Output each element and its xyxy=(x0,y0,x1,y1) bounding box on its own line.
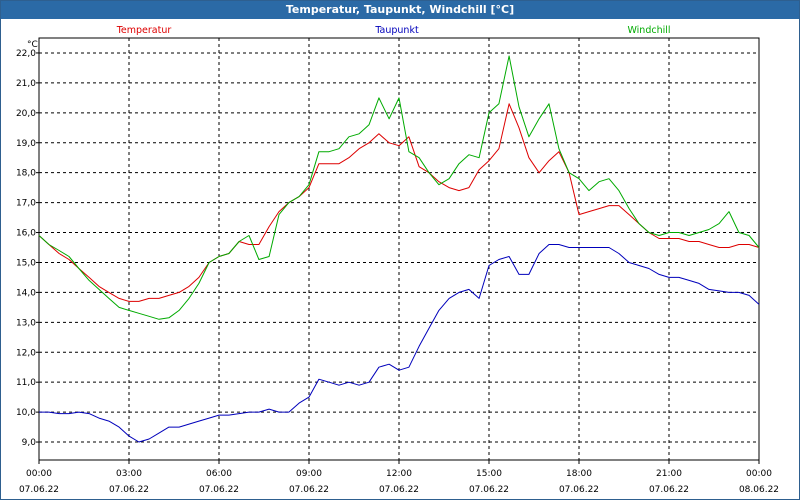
x-tick-time: 06:00 xyxy=(206,469,232,479)
x-tick-date: 07.06.22 xyxy=(649,485,689,495)
x-tick-date: 07.06.22 xyxy=(19,485,59,495)
y-tick-label: 20,0 xyxy=(16,109,36,119)
legend-windchill: Windchill xyxy=(627,25,670,36)
y-tick-label: 9,0 xyxy=(22,438,37,448)
x-tick-time: 12:00 xyxy=(386,469,412,479)
grid xyxy=(39,38,759,460)
y-axis-label: °C xyxy=(27,40,38,50)
y-axis: 9,0 10,0 11,0 12,0 13,0 14,0 15,0 16,0 17,0 18,0 1… xyxy=(16,49,39,448)
x-tick-time: 00:00 xyxy=(26,469,52,479)
y-tick-label: 18,0 xyxy=(16,169,36,179)
x-tick-time: 09:00 xyxy=(296,469,322,479)
x-tick-date: 07.06.22 xyxy=(289,485,329,495)
x-tick-time: 21:00 xyxy=(656,469,682,479)
legend: Temperatur Taupunkt Windchill xyxy=(116,25,671,36)
chart-title: Temperatur, Taupunkt, Windchill [°C] xyxy=(1,1,799,19)
series-lines xyxy=(38,55,760,443)
y-tick-label: 11,0 xyxy=(16,378,36,388)
x-tick-date: 07.06.22 xyxy=(559,485,599,495)
series-line-taupunkt xyxy=(39,244,760,443)
y-tick-label: 15,0 xyxy=(16,258,36,268)
y-tick-label: 22,0 xyxy=(16,49,36,59)
y-tick-label: 21,0 xyxy=(16,79,36,89)
y-tick-label: 16,0 xyxy=(16,229,36,239)
y-tick-label: 12,0 xyxy=(16,348,36,358)
x-tick-time: 00:00 xyxy=(746,469,772,479)
x-tick-date: 07.06.22 xyxy=(109,485,149,495)
y-tick-label: 17,0 xyxy=(16,199,36,209)
x-axis: 00:00 07.06.22 03:00 07.06.22 06:00 07.06.22 0… xyxy=(19,460,779,495)
y-tick-label: 14,0 xyxy=(16,288,36,298)
x-tick-date: 08.06.22 xyxy=(739,485,779,495)
x-tick-date: 07.06.22 xyxy=(379,485,419,495)
y-tick-label: 13,0 xyxy=(16,318,36,328)
y-tick-label: 10,0 xyxy=(16,408,36,418)
legend-taupunkt: Taupunkt xyxy=(374,25,419,36)
x-tick-date: 07.06.22 xyxy=(199,485,239,495)
x-tick-date: 07.06.22 xyxy=(469,485,509,495)
y-tick-label: 19,0 xyxy=(16,139,36,149)
legend-temperatur: Temperatur xyxy=(116,25,172,36)
x-tick-time: 18:00 xyxy=(566,469,592,479)
x-tick-time: 15:00 xyxy=(476,469,502,479)
series-line-windchill xyxy=(38,55,760,320)
x-tick-time: 03:00 xyxy=(116,469,142,479)
